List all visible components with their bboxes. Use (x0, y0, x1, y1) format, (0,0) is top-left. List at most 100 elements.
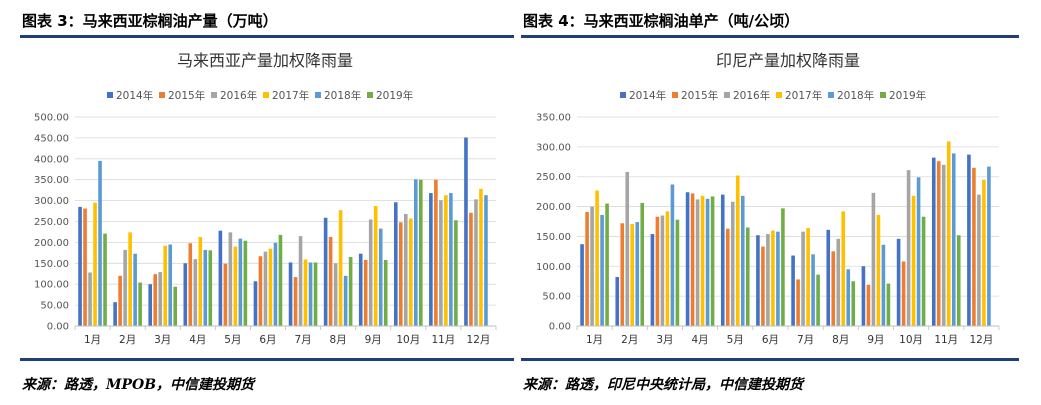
bar (590, 206, 594, 326)
x-tick-label: 7月 (294, 334, 311, 346)
bar (263, 251, 268, 326)
bar (253, 281, 258, 326)
y-tick-label: 100.00 (536, 262, 571, 273)
bar (685, 192, 690, 326)
bar (640, 202, 645, 326)
bar (183, 263, 188, 326)
bar (464, 137, 468, 326)
bar (78, 206, 82, 326)
bar (223, 263, 228, 326)
figure-panel-left: 图表 3：马来西亚棕榈油产量（万吨） 马来西亚产量加权降雨量 2014年 2015年… (0, 0, 520, 405)
y-tick-label: 150.00 (34, 259, 69, 270)
bar (268, 248, 273, 326)
bar (836, 238, 841, 326)
bar (740, 195, 745, 326)
legend-swatch (724, 92, 730, 98)
bar (745, 227, 750, 326)
bar (368, 219, 373, 326)
bar (333, 263, 338, 326)
x-tick-label: 2月 (621, 334, 638, 346)
legend-swatch (880, 92, 886, 98)
bar (921, 216, 926, 326)
bar (851, 281, 856, 326)
x-tick-label: 10月 (396, 334, 420, 346)
bar (474, 199, 478, 326)
x-tick-label: 7月 (797, 334, 814, 346)
y-tick-label: 500.00 (34, 113, 69, 124)
bar (841, 211, 846, 326)
x-tick-label: 11月 (431, 334, 455, 346)
bar (580, 244, 584, 326)
y-tick-label: 200.00 (34, 238, 69, 249)
bar (449, 193, 453, 326)
bar (936, 161, 941, 326)
bar (941, 164, 946, 326)
bar (595, 190, 599, 326)
bar (801, 231, 805, 326)
bar (193, 259, 198, 326)
bar (630, 223, 635, 326)
bar (233, 246, 238, 326)
bar (288, 262, 293, 326)
x-tick-label: 11月 (934, 334, 958, 346)
title-rule (521, 35, 1019, 38)
bar (338, 210, 343, 326)
x-tick-label: 6月 (259, 334, 276, 346)
bar (188, 243, 193, 326)
bar (118, 275, 122, 326)
bar (916, 177, 921, 326)
bar (454, 220, 458, 326)
bar (348, 257, 353, 326)
x-tick-label: 2月 (119, 334, 136, 346)
bar (408, 218, 413, 326)
bar (766, 234, 770, 326)
bar (163, 245, 168, 326)
chart-title: 印尼产量加权降雨量 (716, 51, 860, 70)
legend-label: 2018年 (324, 89, 361, 102)
bar (153, 274, 158, 326)
bar (625, 171, 630, 326)
bar (665, 211, 670, 326)
bar (876, 214, 881, 326)
bar (273, 242, 278, 326)
x-tick-label: 1月 (586, 334, 603, 346)
bar (791, 255, 795, 326)
bar (403, 213, 408, 326)
bar (695, 199, 700, 326)
bar (358, 253, 363, 326)
bar (88, 272, 92, 326)
bar (434, 179, 438, 326)
bar (429, 193, 433, 326)
x-tick-label: 3月 (154, 334, 171, 346)
bar (323, 217, 328, 326)
legend-swatch (367, 92, 373, 98)
bar (123, 249, 127, 326)
x-tick-label: 4月 (691, 334, 708, 346)
bar (776, 231, 780, 326)
x-tick-label: 6月 (762, 334, 779, 346)
bar (735, 175, 740, 326)
bar (308, 262, 313, 326)
x-tick-label: 5月 (224, 334, 241, 346)
bar (328, 236, 333, 326)
legend-label: 2015年 (681, 89, 718, 102)
y-tick-label: 350.00 (34, 175, 69, 186)
bar (881, 244, 886, 326)
bar (861, 266, 866, 326)
bar (705, 198, 710, 326)
bar (93, 202, 97, 326)
x-tick-label: 3月 (656, 334, 673, 346)
bar (886, 283, 891, 326)
bar (871, 192, 876, 326)
legend-swatch (315, 92, 321, 98)
bar (796, 279, 800, 326)
bar (605, 203, 609, 326)
bar (228, 232, 233, 326)
bar (218, 230, 223, 326)
bar (951, 153, 956, 326)
bar-chart: 马来西亚产量加权降雨量 2014年 2015年 2016年 2017年 2018年 2019… (34, 51, 497, 346)
title-rule (20, 35, 514, 38)
bar (806, 228, 810, 326)
bar (138, 282, 142, 326)
x-tick-label: 12月 (467, 334, 491, 346)
